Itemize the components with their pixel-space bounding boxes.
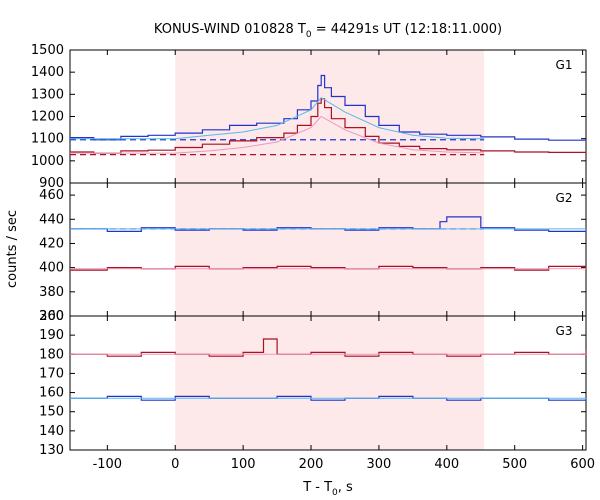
panel-g3-y-tick-label: 200 (39, 309, 64, 324)
x-tick-label: -100 (93, 457, 123, 472)
panel-g3-y-tick-label: 130 (39, 443, 64, 458)
x-axis-label: T - T0, s (302, 480, 353, 498)
x-tick-label: 100 (231, 457, 256, 472)
panel-g1-series-fit_blue-2 (70, 97, 485, 140)
panel-g1-y-tick-label: 900 (39, 176, 64, 191)
panel-g2-y-tick-label: 420 (39, 236, 64, 251)
source-interval-highlight (175, 50, 485, 450)
panel-g1-y-tick-label: 1500 (31, 43, 64, 58)
y-axis-label: counts / sec (5, 210, 20, 288)
panel-g1-y-tick-label: 1400 (31, 65, 64, 80)
panel-g1-y-tick-label: 1100 (31, 132, 64, 147)
panel-g1-label: G1 (556, 58, 573, 72)
panel-g3-y-tick-label: 180 (39, 347, 64, 362)
panel-g1-series-blue-0 (70, 74, 587, 141)
panel-g2-label: G2 (556, 191, 573, 205)
panel-g1-y-tick-label: 1300 (31, 87, 64, 102)
panel-g3-y-tick-label: 150 (39, 405, 64, 420)
panel-g2-y-tick-label: 360 (39, 309, 64, 324)
panel-g3-y-tick-label: 170 (39, 366, 64, 381)
panel-g3-label: G3 (556, 324, 573, 338)
chart-title-rest: = 44291s UT (12:18:11.000) (312, 22, 502, 37)
panel-g3-y-tick-label: 140 (39, 424, 64, 439)
x-axis-label-rest: , s (338, 480, 353, 495)
x-tick-label: 400 (434, 457, 459, 472)
x-tick-label: 200 (299, 457, 324, 472)
chart-title: KONUS-WIND 010828 T0 = 44291s UT (12:18:… (154, 22, 502, 40)
panel-g3-y-tick-label: 160 (39, 386, 64, 401)
x-axis-label-main: T - T (302, 480, 332, 495)
panel-g2-y-tick-label: 460 (39, 188, 64, 203)
x-tick-label: 0 (171, 457, 179, 472)
panel-g2-y-tick-label: 400 (39, 261, 64, 276)
chart-title-subscript: 0 (306, 30, 312, 40)
panel-g1-y-tick-label: 1200 (31, 110, 64, 125)
x-tick-label: 600 (570, 457, 595, 472)
x-tick-label: 500 (502, 457, 527, 472)
x-tick-label: 300 (367, 457, 392, 472)
panel-g1-series-red-1 (70, 98, 587, 154)
panel-g2-y-tick-label: 380 (39, 285, 64, 300)
panel-g3-frame (69, 315, 587, 451)
panel-g3-y-tick-label: 190 (39, 328, 64, 343)
chart-title-main: KONUS-WIND 010828 T (154, 22, 306, 37)
panel-g1-series-fit_red-3 (70, 115, 485, 154)
x-axis-label-subscript: 0 (332, 488, 338, 498)
panel-g2-y-tick-label: 440 (39, 212, 64, 227)
plot-area: 900100011001200130014001500G136038040042… (31, 43, 595, 472)
panel-g1-y-tick-label: 1000 (31, 154, 64, 169)
